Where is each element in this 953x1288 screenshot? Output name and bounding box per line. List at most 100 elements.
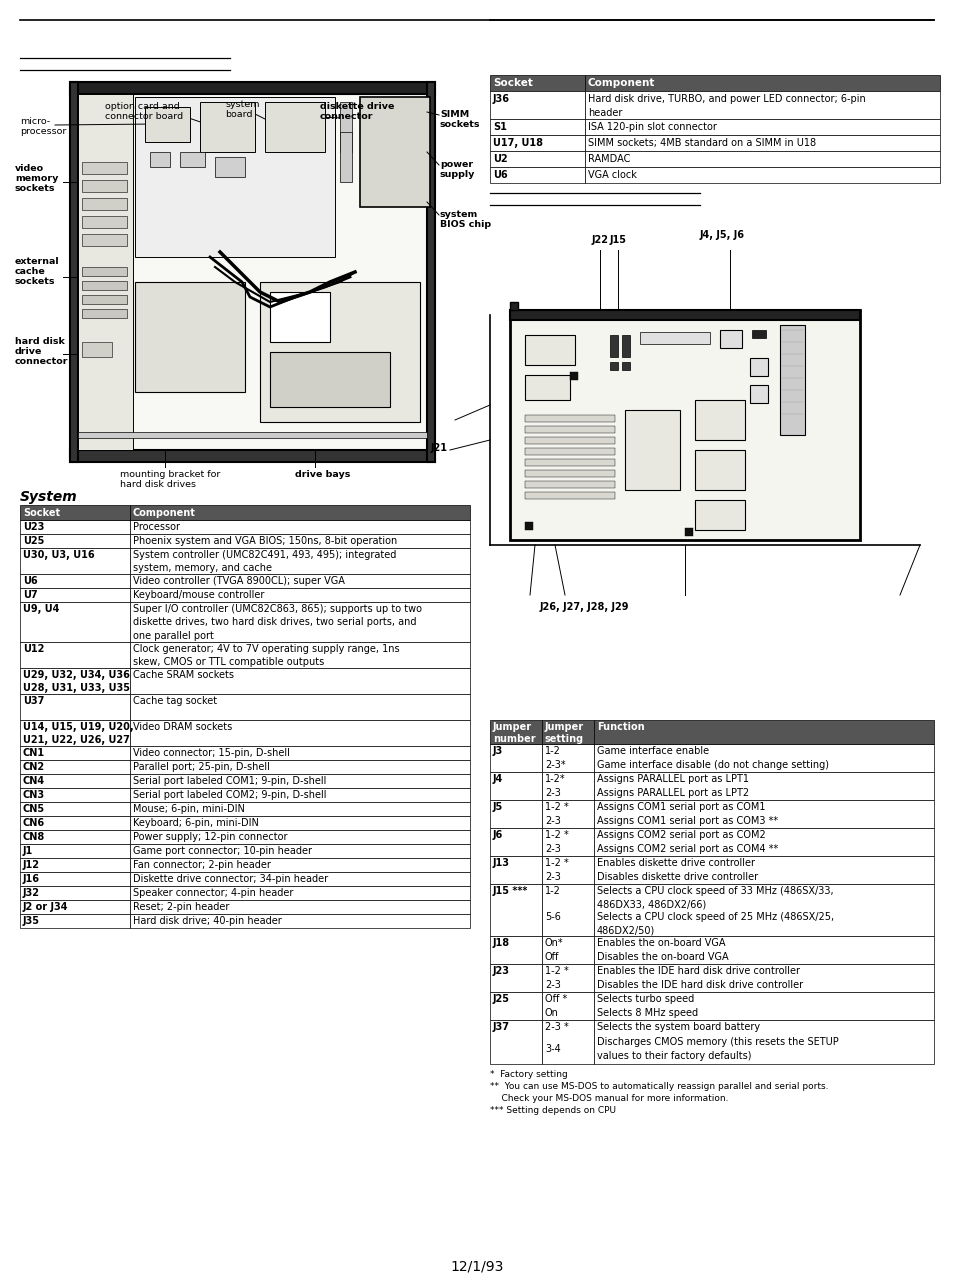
Bar	[20, 720, 130, 746]
Text: diskette drive: diskette drive	[319, 102, 394, 111]
Bar	[20, 601, 130, 641]
Text: Disables diskette drive controller: Disables diskette drive controller	[597, 872, 758, 882]
Text: U7: U7	[23, 590, 37, 600]
Bar	[584, 118, 939, 135]
Text: Enables diskette drive controller: Enables diskette drive controller	[597, 858, 754, 868]
Bar	[130, 802, 470, 817]
Text: J23: J23	[493, 966, 510, 976]
Bar	[130, 720, 470, 746]
Text: System: System	[20, 489, 77, 504]
Bar	[70, 82, 435, 94]
Text: 2-3 *: 2-3 *	[544, 1021, 568, 1032]
Text: Keyboard; 6-pin, mini-DIN: Keyboard; 6-pin, mini-DIN	[132, 818, 258, 828]
Text: Disables the on-board VGA: Disables the on-board VGA	[597, 952, 728, 962]
Bar	[490, 744, 541, 772]
Bar	[490, 857, 541, 884]
Bar	[594, 884, 933, 936]
Bar	[524, 459, 615, 466]
Bar	[130, 520, 470, 535]
Bar	[130, 858, 470, 872]
Text: J12: J12	[23, 860, 40, 869]
Text: CN8: CN8	[23, 832, 45, 842]
Bar	[130, 601, 470, 641]
Bar	[749, 385, 767, 403]
Bar	[20, 858, 130, 872]
Text: 2-3*: 2-3*	[544, 760, 565, 770]
Text: J32: J32	[23, 887, 40, 898]
Text: U29, U32, U34, U36: U29, U32, U34, U36	[23, 670, 130, 680]
Bar	[541, 992, 594, 1020]
Text: 2-3: 2-3	[544, 980, 560, 990]
Text: 1-2 *: 1-2 *	[544, 858, 568, 868]
Bar	[82, 162, 127, 174]
Text: Diskette drive connector; 34-pin header: Diskette drive connector; 34-pin header	[132, 875, 328, 884]
Bar	[594, 936, 933, 963]
Bar	[541, 800, 594, 828]
Text: Game interface disable (do not change setting): Game interface disable (do not change se…	[597, 760, 828, 770]
Text: number: number	[493, 734, 535, 744]
Bar	[82, 295, 127, 304]
Text: 1-2*: 1-2*	[544, 774, 565, 784]
Text: memory: memory	[15, 174, 58, 183]
Text: 12/1/93: 12/1/93	[450, 1260, 503, 1274]
Bar	[695, 500, 744, 529]
Bar	[684, 528, 692, 536]
Text: SIMM: SIMM	[439, 109, 469, 118]
Text: video: video	[15, 164, 44, 173]
Text: header: header	[587, 108, 621, 118]
Bar	[624, 410, 679, 489]
Bar	[20, 589, 130, 601]
Text: setting: setting	[544, 734, 583, 744]
Bar	[130, 505, 470, 520]
Text: Hard disk drive; 40-pin header: Hard disk drive; 40-pin header	[132, 916, 281, 926]
Text: SIMM sockets; 4MB standard on a SIMM in U18: SIMM sockets; 4MB standard on a SIMM in …	[587, 138, 815, 148]
Text: Component: Component	[587, 79, 655, 88]
Text: J35: J35	[23, 916, 40, 926]
Text: Reset; 2-pin header: Reset; 2-pin header	[132, 902, 229, 912]
Text: On: On	[544, 1009, 558, 1018]
Text: Assigns COM1 serial port as COM3 **: Assigns COM1 serial port as COM3 **	[597, 817, 778, 826]
Bar	[78, 94, 427, 450]
Text: 5-6: 5-6	[544, 912, 560, 922]
Bar	[524, 426, 615, 433]
Bar	[265, 102, 325, 152]
Text: connector board: connector board	[105, 112, 183, 121]
Text: 1-2 *: 1-2 *	[544, 829, 568, 840]
Bar	[135, 97, 335, 258]
Text: J22: J22	[592, 234, 608, 245]
Bar	[130, 829, 470, 844]
Text: CN1: CN1	[23, 748, 45, 759]
Text: J2 or J34: J2 or J34	[23, 902, 69, 912]
Bar	[82, 234, 127, 246]
Text: U12: U12	[23, 644, 45, 654]
Text: 1-2 *: 1-2 *	[544, 802, 568, 811]
Bar	[20, 788, 130, 802]
Bar	[695, 401, 744, 440]
Text: J4: J4	[493, 774, 503, 784]
Bar	[490, 75, 584, 91]
Text: RAMDAC: RAMDAC	[587, 155, 630, 164]
Text: Assigns COM1 serial port as COM1: Assigns COM1 serial port as COM1	[597, 802, 764, 811]
Text: Cache tag socket: Cache tag socket	[132, 696, 217, 706]
Bar	[720, 330, 741, 348]
Bar	[130, 914, 470, 927]
Text: VGA clock: VGA clock	[587, 170, 637, 180]
Bar	[130, 760, 470, 774]
Text: cache: cache	[15, 267, 46, 276]
Text: hard disk: hard disk	[15, 337, 65, 346]
Bar	[490, 118, 584, 135]
Text: Video DRAM sockets: Video DRAM sockets	[132, 723, 232, 732]
Text: 2-3: 2-3	[544, 872, 560, 882]
Bar	[130, 774, 470, 788]
Bar	[594, 992, 933, 1020]
Text: system: system	[439, 210, 477, 219]
Text: option card and: option card and	[105, 102, 179, 111]
Bar	[20, 872, 130, 886]
Text: U30, U3, U16: U30, U3, U16	[23, 550, 94, 560]
Bar	[130, 788, 470, 802]
Bar	[584, 167, 939, 183]
Text: System controller (UMC82C491, 493, 495); integrated: System controller (UMC82C491, 493, 495);…	[132, 550, 395, 560]
Text: Off: Off	[544, 952, 558, 962]
Bar	[510, 310, 859, 319]
Bar	[541, 1020, 594, 1064]
